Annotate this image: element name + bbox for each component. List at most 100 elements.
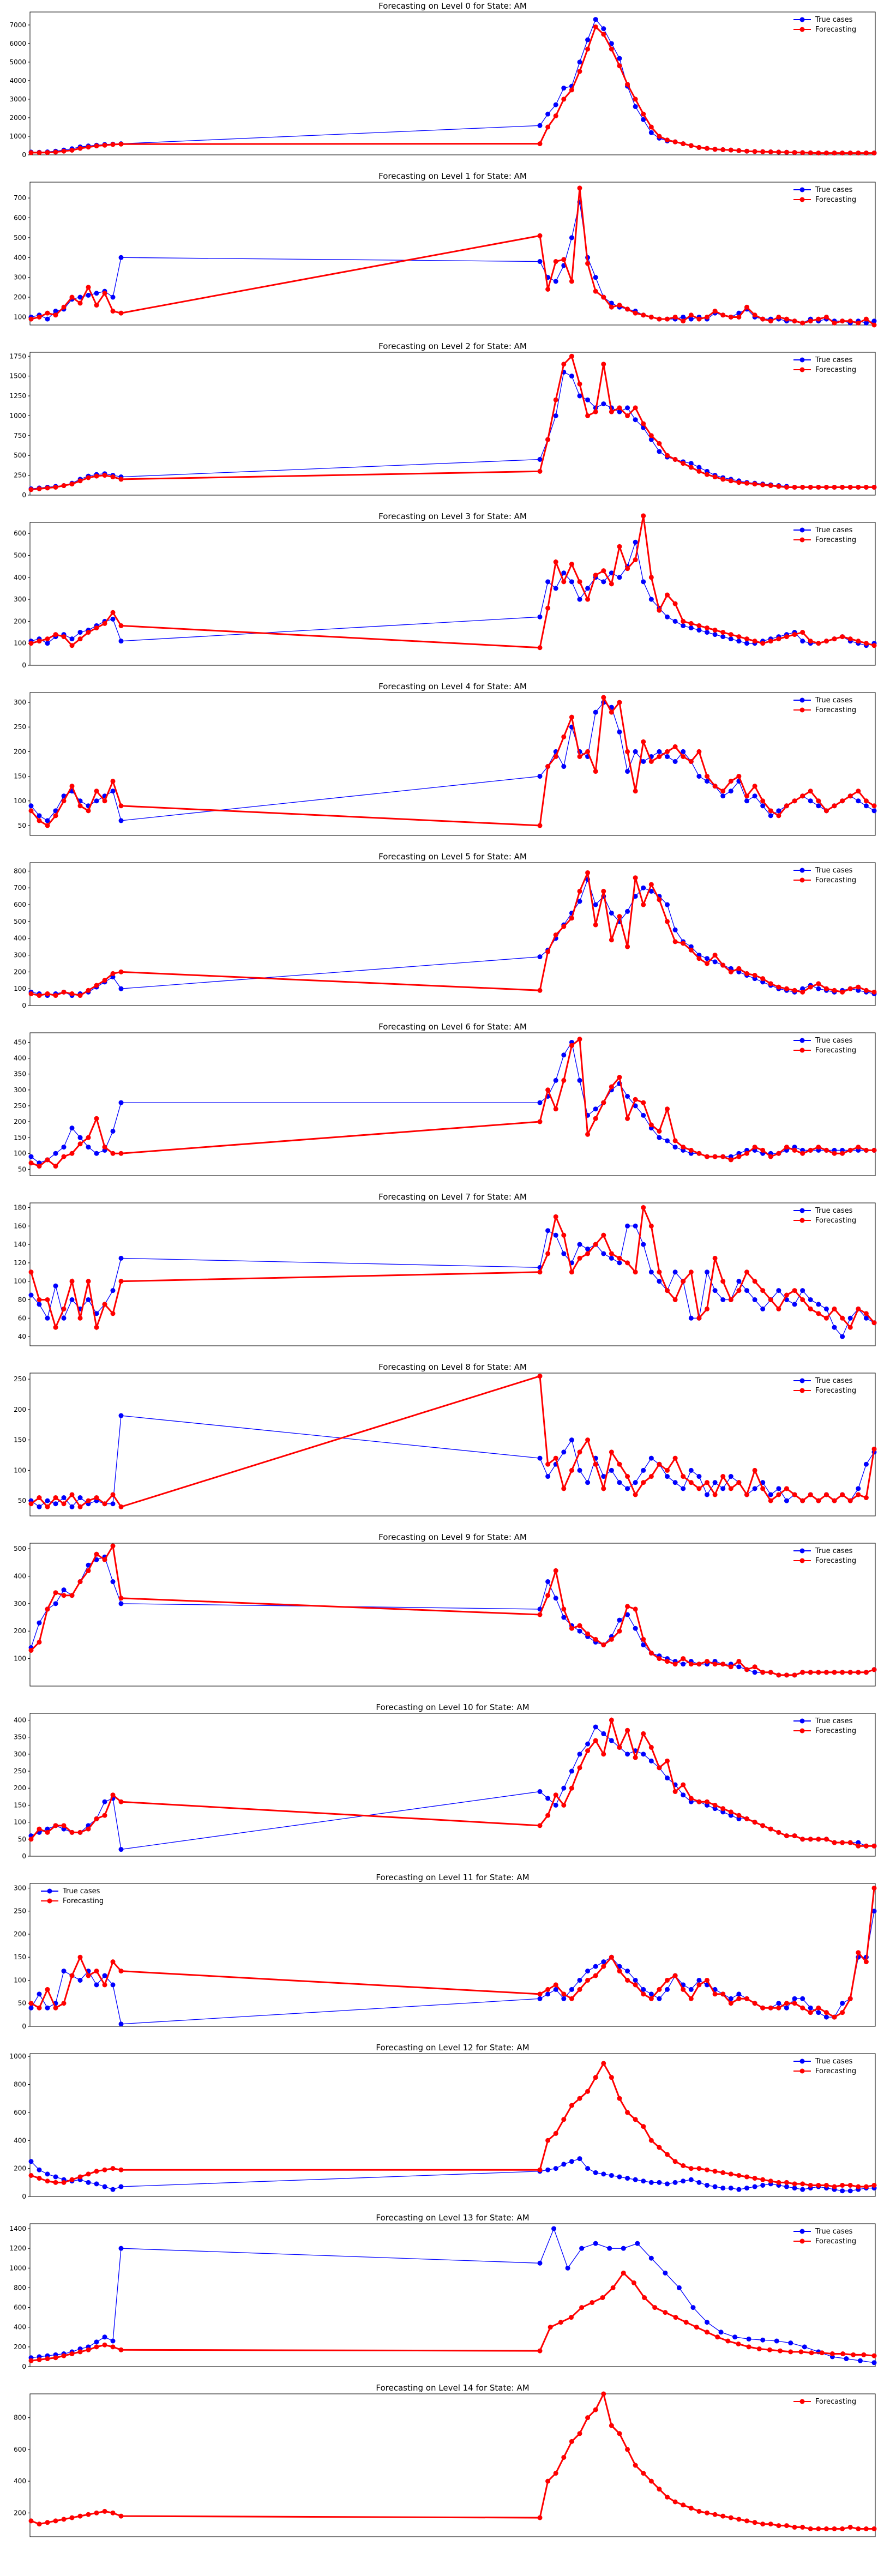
data-point [776, 636, 781, 642]
data-point [720, 312, 726, 318]
data-point [625, 2110, 630, 2115]
y-tick-label: 180 [14, 1203, 26, 1211]
data-point [657, 1765, 662, 1771]
series-line-true-cases [31, 19, 874, 154]
data-point [696, 1474, 702, 1479]
data-point [728, 1809, 733, 1815]
data-point [681, 2502, 686, 2508]
data-point [553, 2471, 558, 2476]
data-point [728, 2001, 733, 2006]
data-point [665, 1659, 670, 1664]
data-point [77, 1954, 83, 1960]
data-point [665, 1987, 670, 1992]
data-point [712, 1806, 718, 1811]
legend-marker [799, 697, 805, 703]
data-point [86, 2180, 91, 2185]
data-point [86, 630, 91, 635]
data-point [77, 300, 83, 306]
y-tick-label: 250 [14, 1375, 26, 1383]
data-point [585, 870, 591, 875]
data-point [688, 1480, 694, 1485]
chart-title: Forecasting on Level 9 for State: AM [378, 1532, 527, 1542]
data-point [712, 2184, 718, 2189]
data-point [720, 1806, 726, 1811]
data-point [784, 2184, 789, 2189]
data-point [847, 1996, 853, 2001]
data-point [601, 1752, 606, 1757]
series-line-forecasting [30, 1204, 875, 1331]
data-point [696, 1662, 702, 1667]
data-point [808, 1147, 813, 1153]
data-point [823, 986, 829, 991]
data-point [577, 2156, 582, 2162]
data-point [545, 1474, 551, 1479]
data-point [800, 484, 805, 490]
data-point [118, 818, 124, 823]
data-point [537, 1100, 543, 1105]
data-point [784, 2523, 789, 2529]
data-point [609, 581, 614, 587]
data-point [784, 1498, 789, 1503]
data-point [617, 575, 622, 580]
data-point [45, 991, 50, 996]
data-point [94, 1325, 99, 1330]
data-point [569, 1043, 574, 1048]
data-point [800, 2005, 805, 2011]
data-point [856, 2184, 861, 2189]
legend-marker [799, 2238, 805, 2244]
data-point [720, 962, 726, 968]
data-point [553, 586, 558, 591]
plot-frame [29, 1373, 876, 1516]
y-tick-label: 50 [18, 1165, 26, 1173]
legend-entry: Forecasting [815, 1557, 856, 1565]
data-point [69, 1297, 75, 1302]
data-point [585, 597, 591, 602]
data-point [61, 1823, 67, 1828]
data-point [118, 1596, 124, 1601]
data-point [665, 1775, 670, 1781]
data-point [823, 151, 829, 156]
data-point [871, 1446, 877, 1452]
data-point [847, 1670, 853, 1675]
data-point [688, 621, 694, 626]
data-point [545, 1251, 551, 1256]
data-point [94, 983, 99, 988]
data-point [736, 2517, 742, 2522]
data-point [558, 2320, 563, 2325]
data-point [800, 986, 805, 991]
data-point [37, 486, 42, 491]
data-point [641, 1100, 646, 1105]
data-point [720, 1486, 726, 1491]
data-point [871, 484, 877, 490]
data-point [617, 63, 622, 69]
y-tick-label: 400 [14, 1716, 26, 1724]
data-point [94, 143, 99, 149]
data-point [672, 939, 678, 944]
data-point [53, 1151, 58, 1156]
data-point [788, 2340, 793, 2346]
series-line-true-cases [31, 1726, 874, 1850]
data-point [816, 798, 821, 804]
data-point [863, 484, 869, 490]
data-point [601, 32, 606, 37]
data-point [720, 789, 726, 794]
plot-frame [29, 1713, 876, 1857]
y-tick-label: 0 [22, 151, 26, 159]
data-point [28, 1501, 34, 1507]
data-point [840, 634, 845, 640]
legend-entry: True cases [815, 696, 853, 705]
y-tick-label: 400 [14, 935, 26, 942]
data-point [752, 312, 757, 318]
data-point [110, 610, 116, 615]
data-point [816, 1498, 821, 1503]
data-point [752, 1279, 757, 1284]
data-point [577, 899, 582, 904]
data-point [832, 1151, 837, 1156]
data-point [728, 1486, 733, 1491]
data-point [720, 477, 726, 482]
data-point [712, 784, 718, 789]
data-point [577, 59, 582, 65]
data-point [705, 1799, 709, 1804]
data-point [856, 2526, 861, 2531]
y-tick-label: 250 [14, 1767, 26, 1775]
